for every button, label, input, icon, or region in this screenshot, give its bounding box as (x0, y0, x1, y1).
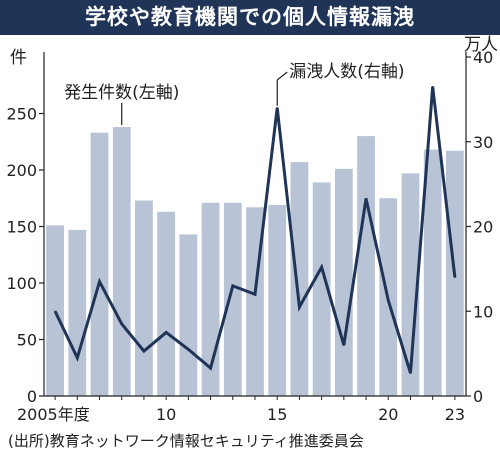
bar-2016 (290, 162, 309, 396)
bar-2022 (423, 149, 442, 396)
x-tick-label-2023: 23 (445, 405, 465, 424)
line-series-label: 漏洩人数(右軸) (289, 62, 404, 82)
left-tick-label-100: 100 (6, 274, 37, 293)
axes-layer (39, 52, 471, 400)
left-tick-label-150: 150 (6, 218, 37, 237)
bar-2007 (90, 132, 109, 396)
left-tick-label-200: 200 (6, 161, 37, 180)
line-point-2011 (187, 348, 190, 351)
line-point-2022 (431, 85, 434, 88)
bar-2011 (179, 234, 198, 396)
line-series-leader-elbow (276, 71, 288, 81)
line-point-2012 (209, 367, 212, 369)
line-point-2013 (231, 285, 234, 287)
bar-2013 (223, 202, 242, 396)
chart-canvas: 0 50 100 150 200 250 0 10 20 30 40 2005年度 10 15 20 23 件 万… (6, 35, 498, 424)
line-point-2008 (120, 323, 123, 325)
source-note: (出所)教育ネットワーク情報セキュリティ推進委員会 (8, 432, 364, 450)
line-point-2020 (387, 299, 390, 302)
line-point-2019 (365, 197, 367, 200)
line-point-2007 (98, 280, 101, 283)
bar-2015 (268, 205, 287, 396)
bar-2018 (334, 168, 353, 396)
chart-title: 学校や教育機関での個人情報漏洩 (0, 0, 500, 35)
line-point-2016 (298, 306, 301, 308)
line-point-2009 (143, 350, 145, 352)
right-tick-label-20: 20 (473, 218, 493, 237)
bar-2019 (357, 136, 375, 396)
right-tick-label-30: 30 (473, 133, 493, 152)
line-layer (53, 85, 457, 374)
line-point-2021 (409, 372, 412, 374)
bar-2008 (112, 127, 131, 396)
line-point-2014 (254, 293, 256, 296)
x-tick-label-2015: 15 (267, 405, 287, 424)
right-tick-label-10: 10 (473, 302, 493, 321)
bar-series-label: 発生件数(左軸) (64, 83, 179, 103)
line-point-2010 (165, 331, 167, 334)
labels-layer: 0 50 100 150 200 250 0 10 20 30 40 2005年度 10 15 20 23 件 万… (6, 35, 498, 424)
bar-2010 (157, 211, 176, 396)
line-point-2023 (454, 276, 456, 279)
line-point-2018 (343, 344, 345, 346)
line-point-2006 (76, 357, 79, 359)
left-axis-unit: 件 (10, 48, 27, 68)
bar-2006 (68, 229, 87, 396)
bar-2021 (401, 173, 420, 396)
bars-layer (46, 127, 464, 396)
left-tick-label-250: 250 (6, 105, 37, 124)
bar-2009 (135, 200, 153, 396)
x-tick-label-2005: 2005年度 (17, 405, 90, 424)
right-tick-label-0: 0 (473, 387, 483, 406)
left-tick-label-0: 0 (27, 387, 37, 406)
left-tick-label-50: 50 (17, 331, 37, 350)
line-point-2017 (320, 266, 323, 268)
line-point-2015 (276, 107, 279, 109)
x-tick-label-2010: 10 (156, 405, 176, 424)
bar-2017 (312, 182, 331, 396)
x-tick-label-2020: 20 (378, 405, 398, 424)
line-point-2005 (54, 310, 56, 313)
right-tick-label-40: 40 (473, 48, 493, 67)
right-axis-unit: 万人 (464, 35, 498, 55)
